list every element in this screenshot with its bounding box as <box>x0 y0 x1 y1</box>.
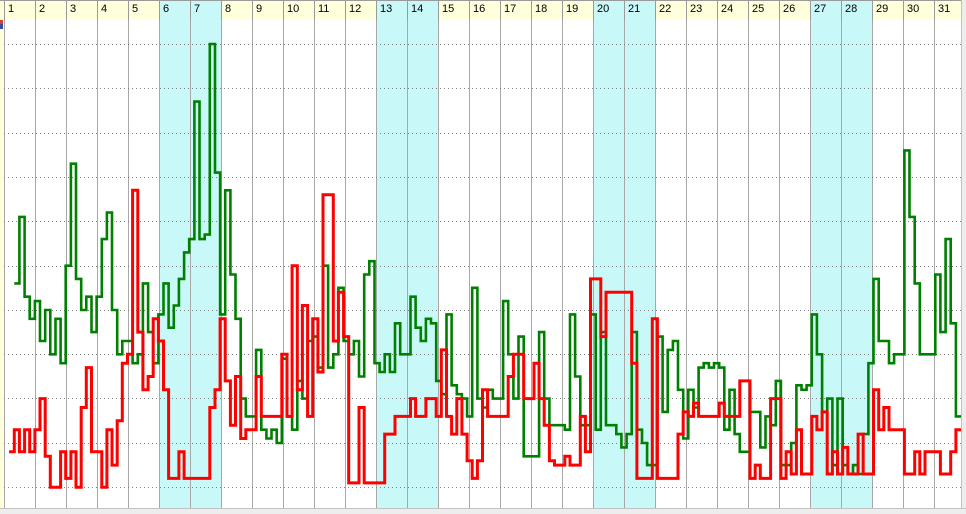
day-header-1: 1 <box>4 1 35 20</box>
day-gridline <box>190 20 191 508</box>
day-header-30: 30 <box>903 1 934 20</box>
day-header-17: 17 <box>500 1 531 20</box>
value-gridline <box>4 44 961 45</box>
day-gridline <box>35 20 36 508</box>
weekend-band-day-21 <box>624 20 655 508</box>
day-gridline <box>283 20 284 508</box>
day-gridline <box>810 20 811 508</box>
day-header-19: 19 <box>562 1 593 20</box>
day-header-11: 11 <box>314 1 345 20</box>
day-header-9: 9 <box>252 1 283 20</box>
day-gridline <box>779 20 780 508</box>
series-line-red-series <box>9 188 961 489</box>
day-gridline <box>748 20 749 508</box>
day-gridline <box>128 20 129 508</box>
day-header-12: 12 <box>345 1 376 20</box>
day-gridline <box>407 20 408 508</box>
day-header-28: 28 <box>841 1 872 20</box>
day-gridline <box>252 20 253 508</box>
day-header-4: 4 <box>97 1 128 20</box>
day-gridline <box>97 20 98 508</box>
weekend-band-day-20 <box>593 20 624 508</box>
day-header-13: 13 <box>376 1 407 20</box>
weekend-band-day-13 <box>376 20 407 508</box>
axis-corner <box>0 1 4 20</box>
day-gridline <box>872 20 873 508</box>
day-header-23: 23 <box>686 1 717 20</box>
day-gridline <box>4 20 5 508</box>
day-gridline <box>624 20 625 508</box>
day-header-15: 15 <box>438 1 469 20</box>
series-line-green-series <box>14 42 961 476</box>
weekend-band-day-28 <box>841 20 872 508</box>
day-header-25: 25 <box>748 1 779 20</box>
weekend-band-day-27 <box>810 20 841 508</box>
value-gridline <box>4 221 961 223</box>
value-gridline <box>4 354 961 356</box>
y-axis-margin <box>0 20 4 508</box>
day-header-6: 6 <box>159 1 190 20</box>
day-gridline <box>314 20 315 508</box>
day-gridline <box>438 20 439 508</box>
day-header-29: 29 <box>872 1 903 20</box>
series-canvas <box>9 42 961 489</box>
day-gridline <box>221 20 222 508</box>
day-header-27: 27 <box>810 1 841 20</box>
day-header-7: 7 <box>190 1 221 20</box>
day-gridline <box>655 20 656 508</box>
window-bottom-edge <box>0 508 966 514</box>
date-axis-header: 1 2 3 4 5 6 7 8 9 10 11 12 13 14 15 16 17 18 19 20 21 22 23 24 2… <box>0 0 966 20</box>
day-gridline <box>934 20 935 508</box>
value-gridline <box>4 88 961 90</box>
day-gridline <box>345 20 346 508</box>
day-header-8: 8 <box>221 1 252 20</box>
day-gridline <box>500 20 501 508</box>
day-gridline <box>686 20 687 508</box>
window-top-border <box>0 0 966 1</box>
day-header-31: 31 <box>934 1 961 20</box>
y-axis-label-fragment <box>0 20 3 29</box>
day-header-24: 24 <box>717 1 748 20</box>
day-header-22: 22 <box>655 1 686 20</box>
window-right-edge <box>961 0 966 514</box>
value-gridline <box>4 132 961 134</box>
day-header-18: 18 <box>531 1 562 20</box>
day-gridline <box>469 20 470 508</box>
day-gridline <box>717 20 718 508</box>
day-gridline <box>562 20 563 508</box>
day-gridline <box>841 20 842 508</box>
chart-plot-area <box>0 20 966 508</box>
day-gridline <box>159 20 160 508</box>
day-gridline <box>66 20 67 508</box>
weekend-band-day-14 <box>407 20 438 508</box>
day-header-26: 26 <box>779 1 810 20</box>
day-header-10: 10 <box>283 1 314 20</box>
value-gridline <box>4 309 961 311</box>
day-gridline <box>376 20 377 508</box>
day-header-2: 2 <box>35 1 66 20</box>
day-header-5: 5 <box>128 1 159 20</box>
value-gridline <box>4 265 961 267</box>
day-header-16: 16 <box>469 1 500 20</box>
day-header-20: 20 <box>593 1 624 20</box>
day-gridline <box>593 20 594 508</box>
day-header-3: 3 <box>66 1 97 20</box>
day-gridline <box>531 20 532 508</box>
day-header-21: 21 <box>624 1 655 20</box>
value-gridline <box>4 176 961 178</box>
value-gridline <box>4 487 961 488</box>
day-header-14: 14 <box>407 1 438 20</box>
